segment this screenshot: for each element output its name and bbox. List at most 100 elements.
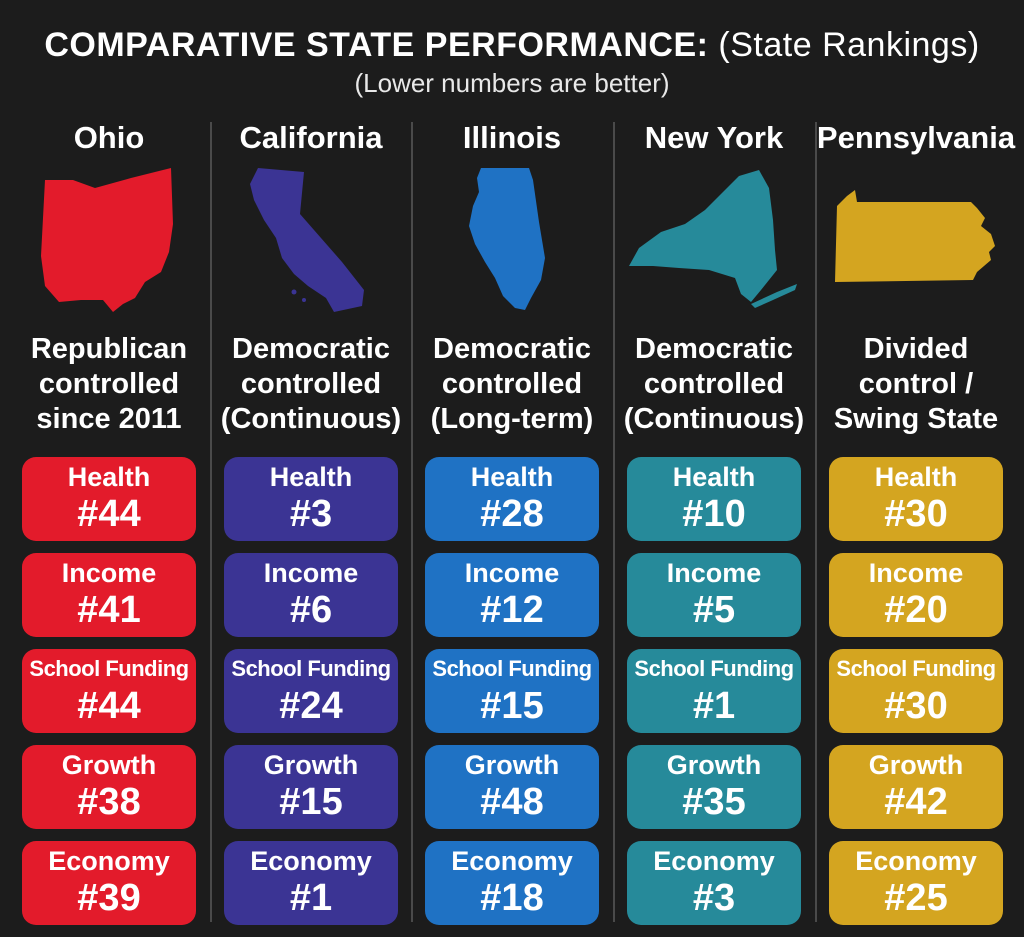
control-line: (Long-term) [430, 403, 594, 435]
column-divider [613, 122, 615, 922]
control-line: control / [858, 368, 974, 400]
control-line: controlled [643, 368, 785, 400]
metric-label: Health [672, 462, 756, 492]
school-funding-rank-badge: School Funding #1 [627, 649, 801, 733]
metric-label: Growth [464, 750, 560, 780]
ohio-map-icon [9, 168, 209, 318]
metric-rank: #1 [289, 877, 333, 919]
metric-rank: #15 [279, 781, 343, 823]
metric-rank: #15 [480, 685, 544, 727]
metric-rank: #10 [682, 493, 746, 535]
control-status: Democratic controlled (Continuous) [614, 332, 814, 440]
control-line: controlled [38, 368, 180, 400]
metric-list: Health #10 Income #5 School Funding #1 Grow… [614, 457, 814, 925]
metric-label: Health [874, 462, 958, 492]
control-line: Republican [30, 333, 188, 365]
growth-rank-badge: Growth #35 [627, 745, 801, 829]
state-column-ohio: Ohio Republican controlled since 2011 He… [9, 118, 209, 937]
pennsylvania-shape [835, 190, 995, 282]
metric-rank: #30 [884, 493, 948, 535]
health-rank-badge: Health #30 [829, 457, 1003, 541]
control-line: Swing State [833, 403, 999, 435]
metric-label: Health [269, 462, 353, 492]
metric-list: Health #3 Income #6 School Funding #24 Grow… [211, 457, 411, 925]
state-column-illinois: Illinois Democratic controlled (Long-ter… [412, 118, 612, 937]
metric-label: Income [868, 558, 964, 588]
control-line: Democratic [635, 333, 793, 365]
health-rank-badge: Health #44 [22, 457, 196, 541]
income-rank-badge: Income #5 [627, 553, 801, 637]
health-rank-badge: Health #10 [627, 457, 801, 541]
column-divider [815, 122, 817, 922]
metric-label: Income [666, 558, 762, 588]
metric-rank: #25 [884, 877, 948, 919]
school-funding-rank-badge: School Funding #44 [22, 649, 196, 733]
page-subtitle: (Lower numbers are better) [354, 68, 670, 98]
economy-rank-badge: Economy #3 [627, 841, 801, 925]
income-rank-badge: Income #6 [224, 553, 398, 637]
control-line: Democratic [433, 333, 591, 365]
metric-rank: #24 [279, 685, 343, 727]
metric-rank: #44 [77, 493, 141, 535]
school-funding-rank-badge: School Funding #15 [425, 649, 599, 733]
california-map-icon [211, 168, 411, 318]
page-title: COMPARATIVE STATE PERFORMANCE: (State Ra… [0, 22, 1024, 68]
metric-rank: #30 [884, 685, 948, 727]
metric-rank: #5 [692, 589, 736, 631]
metric-label: Growth [61, 750, 157, 780]
control-line: controlled [441, 368, 583, 400]
metric-label: Economy [48, 846, 170, 876]
metric-list: Health #28 Income #12 School Funding #15 Gr… [412, 457, 612, 925]
school-funding-rank-badge: School Funding #30 [829, 649, 1003, 733]
metric-label: Growth [666, 750, 762, 780]
metric-rank: #28 [480, 493, 544, 535]
growth-rank-badge: Growth #42 [829, 745, 1003, 829]
control-line: (Continuous) [220, 403, 402, 435]
control-line: Democratic [232, 333, 390, 365]
california-shape [250, 168, 364, 312]
metric-list: Health #44 Income #41 School Funding #44 Gr… [9, 457, 209, 925]
metric-rank: #6 [289, 589, 333, 631]
new-york-shape [628, 170, 797, 308]
metric-label: Income [61, 558, 157, 588]
metric-rank: #35 [682, 781, 746, 823]
growth-rank-badge: Growth #15 [224, 745, 398, 829]
title-main: COMPARATIVE STATE PERFORMANCE: [44, 26, 709, 64]
metric-label: Income [464, 558, 560, 588]
metric-label: Economy [653, 846, 775, 876]
metric-label: Economy [250, 846, 372, 876]
metric-list: Health #30 Income #20 School Funding #30 Gr… [816, 457, 1016, 925]
metric-label: Growth [263, 750, 359, 780]
illinois-map-icon [412, 168, 612, 318]
state-name: California [239, 120, 383, 155]
metric-rank: #1 [692, 685, 736, 727]
metric-label: Economy [855, 846, 977, 876]
control-line: since 2011 [36, 403, 182, 435]
state-column-new-york: New York Democratic controlled (Continuo… [614, 118, 814, 937]
state-name: Illinois [462, 120, 562, 155]
growth-rank-badge: Growth #38 [22, 745, 196, 829]
state-column-pennsylvania: Pennsylvania Divided control / Swing Sta… [816, 118, 1016, 937]
school-funding-rank-badge: School Funding #24 [224, 649, 398, 733]
economy-rank-badge: Economy #18 [425, 841, 599, 925]
title-sub: (State Rankings) [718, 26, 980, 64]
control-status: Divided control / Swing State [816, 332, 1016, 440]
metric-label: School Funding [29, 656, 189, 681]
economy-rank-badge: Economy #39 [22, 841, 196, 925]
control-line: Divided [863, 333, 969, 365]
control-status: Democratic controlled (Continuous) [211, 332, 411, 440]
ohio-shape [41, 168, 173, 312]
pennsylvania-map-icon [816, 168, 1016, 318]
metric-label: Growth [868, 750, 964, 780]
control-status: Democratic controlled (Long-term) [412, 332, 612, 440]
income-rank-badge: Income #41 [22, 553, 196, 637]
illinois-shape [469, 168, 545, 310]
control-line: (Continuous) [623, 403, 805, 435]
metric-label: Health [470, 462, 554, 492]
metric-label: School Funding [836, 656, 996, 681]
income-rank-badge: Income #12 [425, 553, 599, 637]
state-column-california: California Democratic controlled (Contin… [211, 118, 411, 937]
metric-rank: #48 [480, 781, 544, 823]
metric-rank: #44 [77, 685, 141, 727]
metric-label: School Funding [231, 656, 391, 681]
